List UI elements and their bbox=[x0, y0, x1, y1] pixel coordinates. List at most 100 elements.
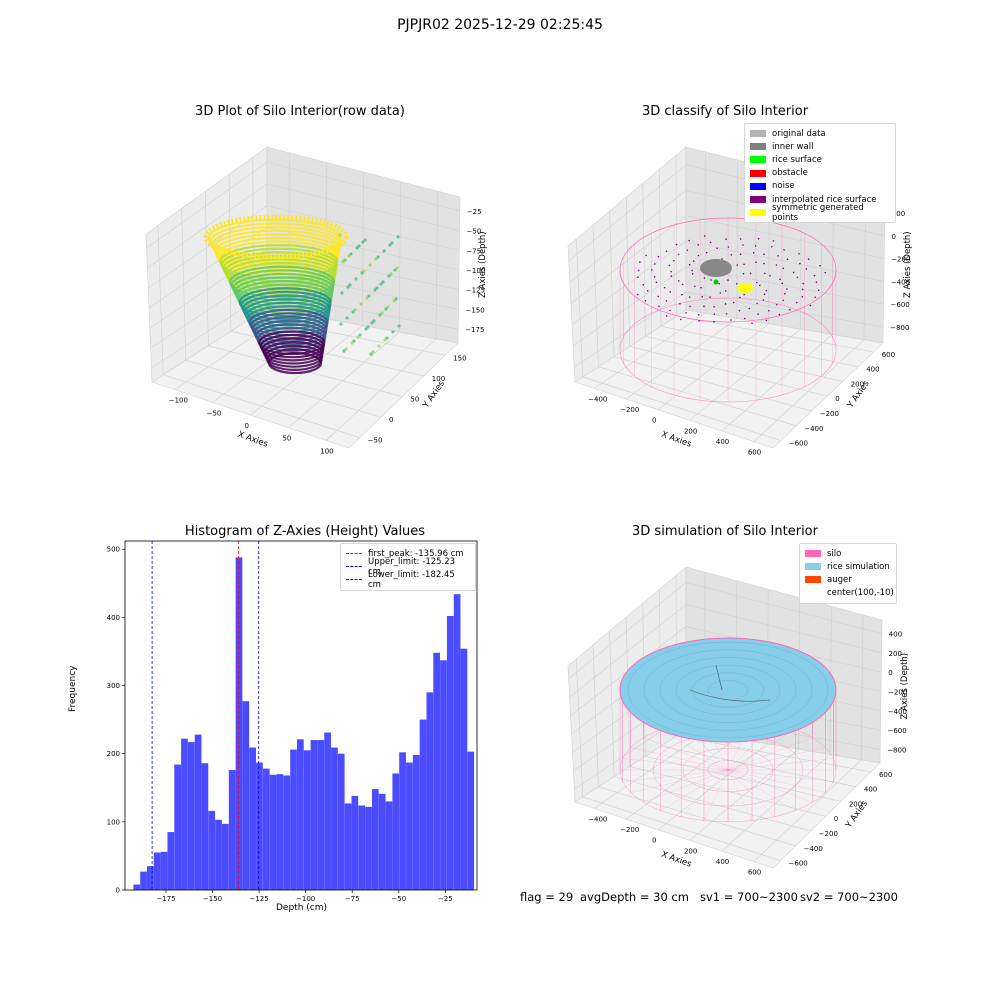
p2-interp-point bbox=[669, 309, 671, 312]
p2-interp-point bbox=[691, 273, 694, 275]
p2-interp-point bbox=[742, 272, 745, 275]
histogram-bar bbox=[324, 732, 331, 890]
p2-xtick-label: 0 bbox=[652, 417, 656, 425]
p1-point bbox=[353, 308, 357, 312]
histogram-bar bbox=[412, 755, 420, 890]
p1-depth-ring bbox=[261, 337, 325, 362]
legend-item: interpolated rice surface bbox=[750, 193, 890, 206]
histogram-bar bbox=[460, 648, 468, 890]
histogram-bar bbox=[256, 762, 263, 890]
panel4-legend: silo rice simulation auger center(100,-10) bbox=[799, 543, 897, 604]
p2-interp-point bbox=[681, 293, 683, 296]
p1-point bbox=[366, 325, 370, 329]
p2-interp-point bbox=[710, 279, 712, 281]
p2-interp-point bbox=[727, 246, 730, 248]
status-sv1: sv1 = 700~2300 bbox=[700, 890, 798, 904]
histogram-bar bbox=[310, 740, 318, 890]
p1-point bbox=[385, 336, 389, 340]
p4-zgrid bbox=[685, 582, 882, 634]
p2-ygrid bbox=[592, 225, 599, 367]
p2-interp-point bbox=[688, 239, 690, 242]
p2-interp-point bbox=[688, 296, 691, 298]
p1-point bbox=[379, 282, 383, 286]
p1-point bbox=[343, 258, 347, 262]
p2-interp-point bbox=[670, 275, 673, 277]
p2-interp-point bbox=[735, 282, 738, 285]
legend-item: rice surface bbox=[750, 153, 890, 166]
p2-interp-point bbox=[779, 278, 781, 281]
p1-xtick-label: 100 bbox=[320, 447, 333, 455]
p2-interp-point bbox=[742, 244, 744, 246]
p1-point bbox=[371, 350, 375, 354]
p2-interp-point bbox=[724, 290, 727, 292]
p1-point bbox=[384, 307, 388, 311]
histogram-bar bbox=[153, 852, 161, 890]
p2-xgrid bbox=[753, 339, 865, 442]
p2-interp-point bbox=[657, 295, 660, 298]
p2-interp-point bbox=[777, 254, 779, 257]
p4-xgrid bbox=[753, 759, 862, 862]
p2-interp-point bbox=[749, 272, 752, 275]
p2-interp-point bbox=[639, 261, 641, 263]
p2-interp-point bbox=[743, 317, 746, 320]
p4-ztick-label: −200 bbox=[888, 689, 907, 697]
legend-swatch bbox=[805, 563, 821, 571]
histogram-bar bbox=[351, 795, 359, 890]
histogram-bar bbox=[433, 652, 441, 890]
p2-interp-point bbox=[713, 313, 716, 316]
p2-ytick-label: 400 bbox=[866, 366, 879, 374]
p2-interp-point bbox=[679, 303, 681, 305]
legend-item: original data bbox=[750, 127, 890, 140]
histogram-xtick-label: −50 bbox=[391, 895, 406, 903]
p2-interp-point bbox=[784, 293, 786, 295]
p1-ztick-label: −25 bbox=[467, 208, 482, 216]
p4-floor-spoke bbox=[630, 769, 729, 793]
p4-rice-grid bbox=[691, 672, 765, 708]
p2-interp-point bbox=[694, 285, 696, 288]
p4-floor-spoke bbox=[727, 737, 813, 771]
p2-xtick-label: 400 bbox=[716, 438, 729, 446]
p2-interp-point bbox=[814, 296, 817, 298]
p2-interp-point bbox=[730, 254, 733, 256]
p2-interp-point bbox=[782, 299, 785, 302]
p4-ytick-label: −400 bbox=[804, 845, 823, 853]
histogram-ytick-label: 100 bbox=[107, 818, 120, 826]
legend-line-swatch bbox=[346, 553, 362, 555]
p2-interp-point bbox=[801, 295, 804, 298]
p2-interp-point bbox=[689, 305, 691, 308]
histogram-xtick-label: −75 bbox=[345, 895, 360, 903]
p1-ytick-label: −50 bbox=[368, 437, 383, 445]
p2-zgrid bbox=[572, 266, 687, 347]
p1-xgrid bbox=[250, 325, 363, 416]
p2-silo-wireframe bbox=[619, 217, 837, 403]
p2-interp-point bbox=[730, 319, 732, 321]
p2-interp-point bbox=[775, 304, 778, 306]
legend-swatch bbox=[750, 143, 766, 151]
panel4-title: 3D simulation of Silo Interior bbox=[632, 524, 818, 539]
p4-ygrid bbox=[598, 786, 796, 847]
histogram-bar bbox=[160, 851, 168, 890]
p2-xgrid bbox=[657, 323, 769, 410]
p2-interp-point bbox=[665, 300, 668, 302]
p1-ytick-label: 100 bbox=[432, 375, 445, 383]
p1-rim bbox=[203, 214, 349, 260]
p4-ztick-label: 200 bbox=[889, 650, 902, 658]
p1-point bbox=[359, 302, 363, 306]
p2-interp-point bbox=[698, 320, 700, 322]
histogram-ytick-label: 500 bbox=[107, 546, 120, 554]
p4-xtick-label: 600 bbox=[748, 869, 761, 877]
p4-floor-spoke bbox=[681, 769, 729, 817]
p2-interp-point bbox=[764, 272, 766, 275]
p2-interp-point bbox=[775, 264, 778, 266]
p1-point bbox=[376, 255, 380, 259]
histogram-bar bbox=[296, 739, 304, 890]
legend-swatch bbox=[750, 130, 766, 138]
p2-ygrid bbox=[642, 183, 646, 337]
p1-point bbox=[397, 324, 401, 328]
p2-interp-point bbox=[736, 264, 738, 266]
p1-point bbox=[396, 235, 400, 239]
histogram-bar bbox=[453, 594, 461, 890]
p4-floor-spoke bbox=[660, 729, 729, 771]
legend-label: original data bbox=[772, 128, 826, 139]
